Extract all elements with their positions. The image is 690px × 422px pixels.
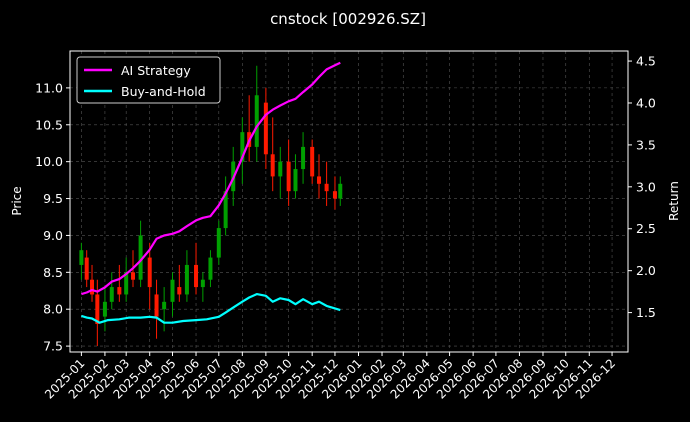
y2-tick-label: 4.5	[636, 54, 656, 69]
y-tick-label: 7.5	[43, 339, 63, 354]
legend-label-buy-and-hold: Buy-and-Hold	[121, 84, 206, 99]
y2-tick-label: 3.5	[636, 137, 656, 152]
candle-body	[317, 176, 322, 184]
candle-body	[95, 294, 100, 324]
candle-body	[208, 257, 213, 280]
x-axis: 2025-012025-022025-032025-042025-052025-…	[42, 352, 618, 402]
series-lines	[81, 61, 341, 324]
candle-body	[79, 250, 84, 265]
legend: AI Strategy Buy-and-Hold	[76, 56, 221, 104]
candle-body	[162, 301, 167, 310]
legend-box	[76, 56, 221, 104]
chart-title: cnstock [002926.SZ]	[270, 10, 426, 28]
candle-body	[223, 191, 228, 229]
series-line-buy-and-hold	[81, 293, 341, 324]
candle-body	[332, 191, 337, 199]
candle-body	[263, 102, 268, 155]
y-tick-label: 10.5	[35, 117, 63, 132]
candle-body	[147, 257, 152, 288]
series-line-ai-strategy	[81, 61, 341, 296]
candle-body	[131, 272, 136, 280]
candle-body	[293, 169, 298, 192]
candle-body	[90, 279, 95, 295]
candle-body	[301, 146, 306, 170]
y-axis-label: Price	[10, 186, 24, 215]
y-tick-label: 8.5	[43, 265, 63, 280]
candle-body	[254, 95, 259, 147]
legend-label-ai-strategy: AI Strategy	[121, 63, 191, 78]
y-tick-label: 9.5	[43, 191, 63, 206]
candle-body	[117, 287, 122, 295]
candle-body	[124, 272, 129, 295]
y2-tick-label: 2.5	[636, 221, 656, 236]
candle-body	[84, 257, 89, 280]
y-tick-label: 11.0	[35, 80, 63, 95]
candle-body	[138, 235, 143, 280]
candlesticks	[79, 65, 343, 347]
y2-tick-label: 1.5	[636, 305, 656, 320]
candle-body	[338, 183, 343, 199]
y-tick-label: 9.0	[43, 228, 63, 243]
candle-body	[154, 294, 159, 317]
candle-body	[177, 287, 182, 295]
candle-body	[270, 154, 275, 177]
candle-body	[286, 161, 291, 192]
y2-tick-label: 3.0	[636, 179, 656, 194]
y2-tick-label: 4.0	[636, 95, 656, 110]
candle-body	[109, 287, 114, 302]
y-axis-right: 1.5 2.0 2.5 3.0 3.5 4.0 4.5	[628, 54, 656, 320]
candle-body	[194, 264, 199, 288]
grid-lines	[70, 51, 628, 352]
candle-body	[310, 146, 315, 177]
candle-body	[170, 279, 175, 302]
candle-body	[240, 132, 245, 162]
candle-body	[216, 228, 221, 258]
y2-axis-label: Return	[667, 181, 681, 221]
y2-tick-label: 2.0	[636, 263, 656, 278]
candle-body	[200, 279, 205, 288]
candle-body	[102, 301, 107, 317]
candle-body	[278, 161, 283, 177]
plot-frame	[69, 50, 629, 353]
y-tick-label: 8.0	[43, 302, 63, 317]
y-axis-left: 7.5 8.0 8.5 9.0 9.5 10.0 10.5 11.0	[35, 80, 70, 354]
candle-body	[184, 264, 189, 295]
y-tick-label: 10.0	[35, 154, 63, 169]
candle-body	[324, 183, 329, 192]
